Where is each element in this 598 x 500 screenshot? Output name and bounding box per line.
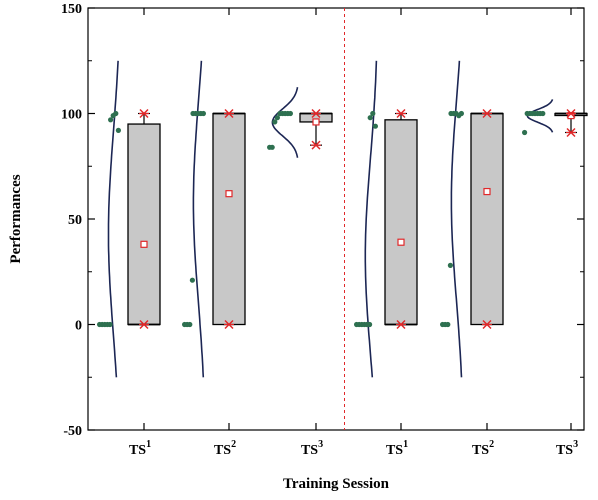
whisker-end-marker	[311, 140, 321, 150]
whisker-end-marker	[224, 108, 234, 119]
data-point	[367, 321, 373, 328]
plot-area	[87, 7, 585, 431]
y-tick-label: 100	[61, 108, 82, 123]
data-point	[522, 129, 528, 136]
whisker-end-marker	[566, 108, 576, 119]
box-group	[440, 60, 504, 378]
box	[212, 112, 246, 326]
mean-marker	[225, 190, 233, 198]
whisker-end-marker	[482, 108, 492, 119]
axis-ticks	[88, 7, 584, 431]
data-point	[540, 110, 546, 117]
data-point	[108, 117, 114, 123]
data-point	[113, 110, 119, 117]
x-tick-label: TS3	[301, 439, 323, 458]
x-axis-label: Training Session	[283, 476, 390, 492]
distribution-curve	[107, 60, 119, 378]
whisker-end-marker	[139, 108, 149, 119]
y-tick-label: 50	[68, 213, 82, 228]
data-point	[458, 110, 464, 117]
x-tick-label: TS3	[556, 439, 578, 458]
y-tick-label: 0	[75, 319, 82, 334]
whisker-end-marker	[224, 319, 234, 330]
mean-marker	[483, 187, 491, 196]
data-point	[367, 115, 373, 121]
data-point	[287, 110, 293, 117]
data-point	[115, 127, 121, 133]
data-point	[189, 277, 195, 283]
mean-marker	[397, 238, 405, 246]
tick-labels: -50 0 50 100 150 TS1 TS2 TS3 TS1 TS2 TS3	[61, 2, 578, 458]
chart-marks	[97, 8, 588, 430]
y-tick-label: -50	[63, 424, 82, 439]
data-point	[274, 115, 280, 121]
distribution-curve	[450, 60, 463, 378]
box-group	[182, 60, 246, 378]
distribution-curve	[192, 60, 205, 378]
y-tick-label: 150	[61, 2, 82, 17]
x-tick-label: TS1	[386, 439, 408, 458]
whisker-end-marker	[311, 108, 321, 119]
mean-marker	[140, 240, 148, 248]
whisker-end-marker	[566, 127, 576, 138]
mean-marker	[312, 118, 320, 126]
data-point	[200, 110, 206, 117]
box	[470, 112, 504, 326]
data-point	[269, 144, 275, 150]
x-tick-label: TS2	[472, 439, 494, 458]
x-tick-label: TS1	[129, 439, 151, 458]
box	[127, 123, 161, 326]
x-tick-label: TS2	[214, 439, 236, 458]
data-point	[187, 321, 193, 328]
data-point	[370, 110, 376, 117]
box-group	[267, 87, 333, 158]
data-point	[272, 119, 278, 125]
whisker-end-marker	[396, 108, 406, 119]
whisker-end-marker	[396, 319, 406, 330]
data-point	[445, 321, 451, 328]
box-group	[522, 99, 588, 138]
whisker-end-marker	[482, 319, 492, 330]
plot-frame	[87, 7, 585, 431]
whisker-end-marker	[139, 319, 149, 330]
data-point	[447, 262, 453, 268]
box-group	[97, 60, 161, 378]
data-point	[372, 123, 378, 129]
y-axis-label: Performances	[8, 174, 24, 263]
distribution-curve	[364, 60, 378, 378]
box	[384, 119, 418, 326]
box-group	[354, 60, 418, 378]
data-point	[107, 321, 113, 328]
